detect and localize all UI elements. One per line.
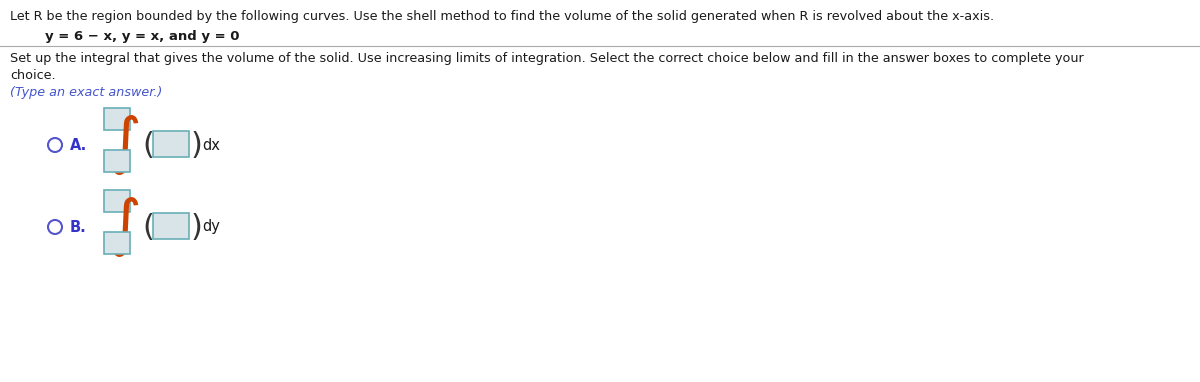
Circle shape — [48, 138, 62, 152]
Text: ): ) — [191, 212, 203, 241]
Text: ): ) — [191, 131, 203, 160]
FancyBboxPatch shape — [154, 131, 190, 157]
FancyBboxPatch shape — [104, 150, 130, 172]
Text: y = 6 − x, y = x, and y = 0: y = 6 − x, y = x, and y = 0 — [46, 30, 240, 43]
Text: Let R be the region bounded by the following curves. Use the shell method to fin: Let R be the region bounded by the follo… — [10, 10, 994, 23]
Circle shape — [48, 220, 62, 234]
Text: choice.: choice. — [10, 69, 55, 82]
FancyBboxPatch shape — [104, 108, 130, 130]
Text: (: ( — [142, 212, 154, 241]
Text: A.: A. — [70, 138, 88, 152]
FancyBboxPatch shape — [104, 190, 130, 212]
Text: (Type an exact answer.): (Type an exact answer.) — [10, 86, 162, 99]
Text: B.: B. — [70, 220, 86, 235]
Text: dy: dy — [202, 220, 220, 235]
FancyBboxPatch shape — [104, 232, 130, 254]
Text: $\int$: $\int$ — [108, 195, 139, 259]
Text: (: ( — [142, 131, 154, 160]
Text: dx: dx — [202, 138, 220, 152]
Text: Set up the integral that gives the volume of the solid. Use increasing limits of: Set up the integral that gives the volum… — [10, 52, 1084, 65]
Text: $\int$: $\int$ — [108, 113, 139, 177]
FancyBboxPatch shape — [154, 213, 190, 239]
